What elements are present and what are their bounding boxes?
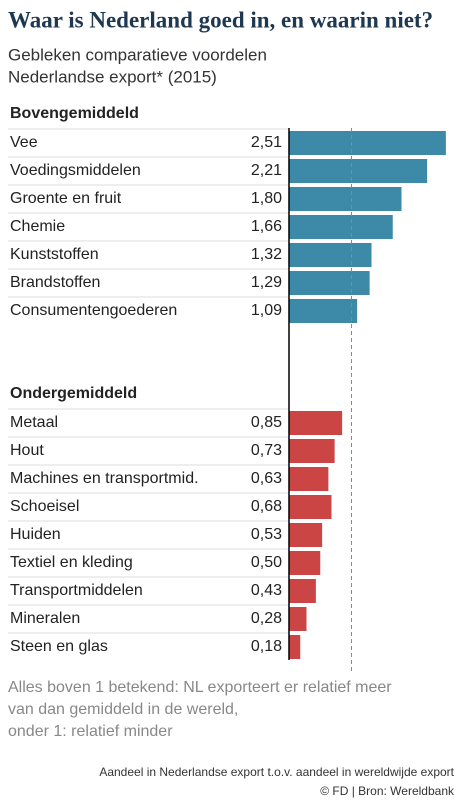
value-label: 2,21 [251,162,282,179]
bar [289,299,358,323]
value-label: 1,29 [251,274,282,291]
value-label: 1,09 [251,302,282,319]
category-label: Groente en fruit [10,190,122,207]
value-label: 0,53 [251,526,282,543]
bar [289,467,329,491]
bar [289,131,446,155]
bar [289,271,370,295]
note: van dan gemiddeld in de wereld, [8,701,238,718]
value-label: 0,50 [251,554,282,571]
category-label: Huiden [10,526,61,543]
value-label: 0,68 [251,498,282,515]
category-label: Transportmiddelen [10,582,143,599]
value-label: 0,43 [251,582,282,599]
bar [289,579,316,603]
note: Alles boven 1 betekend: NL exporteert er… [8,679,392,696]
category-label: Consumentengoederen [10,302,177,319]
bar [289,439,335,463]
subtitle: Nederlandse export* (2015) [8,67,217,86]
bar [289,243,372,267]
note: onder 1: relatief minder [8,723,173,740]
category-label: Steen en glas [10,638,108,655]
subtitle: Gebleken comparatieve voordelen [8,45,267,64]
bar [289,411,343,435]
category-label: Mineralen [10,610,80,627]
value-label: 0,18 [251,638,282,655]
bar [289,607,307,631]
chart-title: Waar is Nederland goed in, en waarin nie… [8,7,433,32]
bar [289,635,301,659]
category-label: Metaal [10,414,58,431]
bar [289,495,332,519]
value-label: 1,32 [251,246,282,263]
value-label: 2,51 [251,134,282,151]
group-header: Ondergemiddeld [10,385,137,402]
category-label: Schoeisel [10,498,79,515]
bar [289,523,323,547]
value-label: 1,80 [251,190,282,207]
category-label: Chemie [10,218,65,235]
value-label: 0,85 [251,414,282,431]
category-label: Vee [10,134,38,151]
value-label: 0,63 [251,470,282,487]
group-header: Bovengemiddeld [10,105,139,122]
value-label: 0,73 [251,442,282,459]
category-label: Brandstoffen [10,274,100,291]
category-label: Kunststoffen [10,246,99,263]
bar [289,551,321,575]
bar [289,215,393,239]
source: © FD | Bron: Wereldbank [320,784,455,798]
value-label: 0,28 [251,610,282,627]
axis-note: Aandeel in Nederlandse export t.o.v. aan… [99,765,454,779]
category-label: Hout [10,442,44,459]
bar [289,187,402,211]
category-label: Textiel en kleding [10,554,133,571]
category-label: Voedingsmiddelen [10,162,141,179]
value-label: 1,66 [251,218,282,235]
bar [289,159,428,183]
category-label: Machines en transportmid. [10,470,199,487]
